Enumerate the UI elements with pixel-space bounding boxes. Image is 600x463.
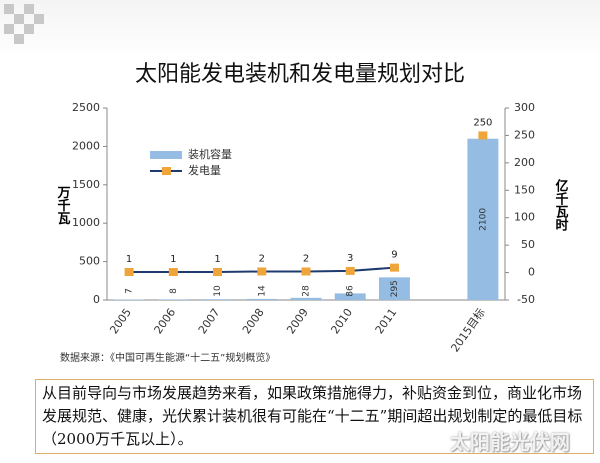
line-marker: [301, 267, 311, 276]
line-marker: [257, 267, 267, 276]
bar-value-label: 8: [169, 288, 179, 294]
bar: [202, 299, 234, 300]
bar: [334, 293, 366, 300]
y-tick-label: 1500: [72, 178, 100, 191]
line-value-label: 2: [303, 253, 309, 264]
x-tick-label: 2008: [240, 306, 267, 336]
x-tick-label: 2006: [152, 306, 179, 336]
y2-tick-label: 100: [514, 211, 535, 224]
line-value-label: 250: [473, 117, 492, 128]
y-tick-label: 0: [93, 293, 100, 306]
bar-value-label: 2100: [478, 208, 488, 231]
legend-label: 装机容量: [188, 147, 232, 161]
bar-value-label: 14: [257, 285, 267, 297]
bar: [290, 297, 322, 300]
chart-title: 太阳能发电装机和发电量规划对比: [135, 62, 465, 87]
line-marker: [345, 266, 355, 275]
bar-value-label: 28: [302, 285, 312, 297]
y2-tick-label: 50: [521, 238, 535, 251]
line-marker: [389, 263, 399, 272]
y-tick-label: 1000: [72, 216, 100, 229]
line-value-label: 2: [259, 253, 265, 264]
y2-tick-label: 200: [514, 156, 535, 169]
bar-value-label: 86: [346, 285, 356, 297]
y-axis-label: 万千瓦: [55, 186, 72, 226]
source-note: 数据来源：《中国可再生能源“十二五”规划概览》: [60, 351, 275, 364]
bar: [467, 138, 499, 300]
x-tick-label: 2009: [284, 306, 311, 336]
x-tick-label: 2015目标: [448, 305, 488, 354]
y2-tick-label: -50: [517, 293, 535, 306]
x-tick-label: 2010: [328, 306, 355, 336]
y2-tick-label: 250: [514, 128, 535, 141]
bar-value-label: 295: [390, 280, 400, 297]
line-marker: [124, 268, 134, 277]
line-value-label: 1: [126, 254, 132, 265]
x-tick-label: 2011: [373, 306, 400, 336]
watermark: 太阳能光伏网: [450, 430, 570, 454]
y2-tick-label: 150: [514, 183, 535, 196]
line-marker: [478, 131, 488, 140]
x-tick-label: 2005: [107, 306, 134, 336]
line-value-label: 9: [391, 250, 397, 261]
x-tick-label: 2007: [196, 306, 223, 336]
bar-value-label: 10: [213, 285, 223, 297]
bar: [113, 299, 145, 300]
legend-swatch: [162, 167, 171, 175]
legend-label: 发电量: [188, 163, 221, 177]
y2-axis-label: 亿千瓦时: [553, 178, 569, 232]
decoration: [4, 4, 44, 44]
y-tick-label: 2000: [72, 139, 100, 152]
y-tick-label: 500: [79, 255, 100, 268]
y-tick-label: 2500: [72, 101, 100, 114]
y2-tick-label: 300: [514, 101, 535, 114]
bar: [157, 299, 189, 300]
bar-value-label: 7: [125, 288, 135, 294]
line-marker: [168, 268, 178, 277]
legend-swatch: [150, 151, 182, 159]
paragraph: 从目前导向与市场发展趋势来看，如果政策措施得力，补贴资金到位，商业化市场发展规范…: [35, 379, 594, 454]
bar: [246, 298, 278, 300]
line-marker: [213, 268, 223, 277]
line-value-label: 1: [214, 254, 220, 265]
bar: [378, 277, 410, 300]
line-value-label: 1: [170, 254, 176, 265]
y2-tick-label: 0: [528, 266, 535, 279]
line-value-label: 3: [347, 253, 353, 264]
